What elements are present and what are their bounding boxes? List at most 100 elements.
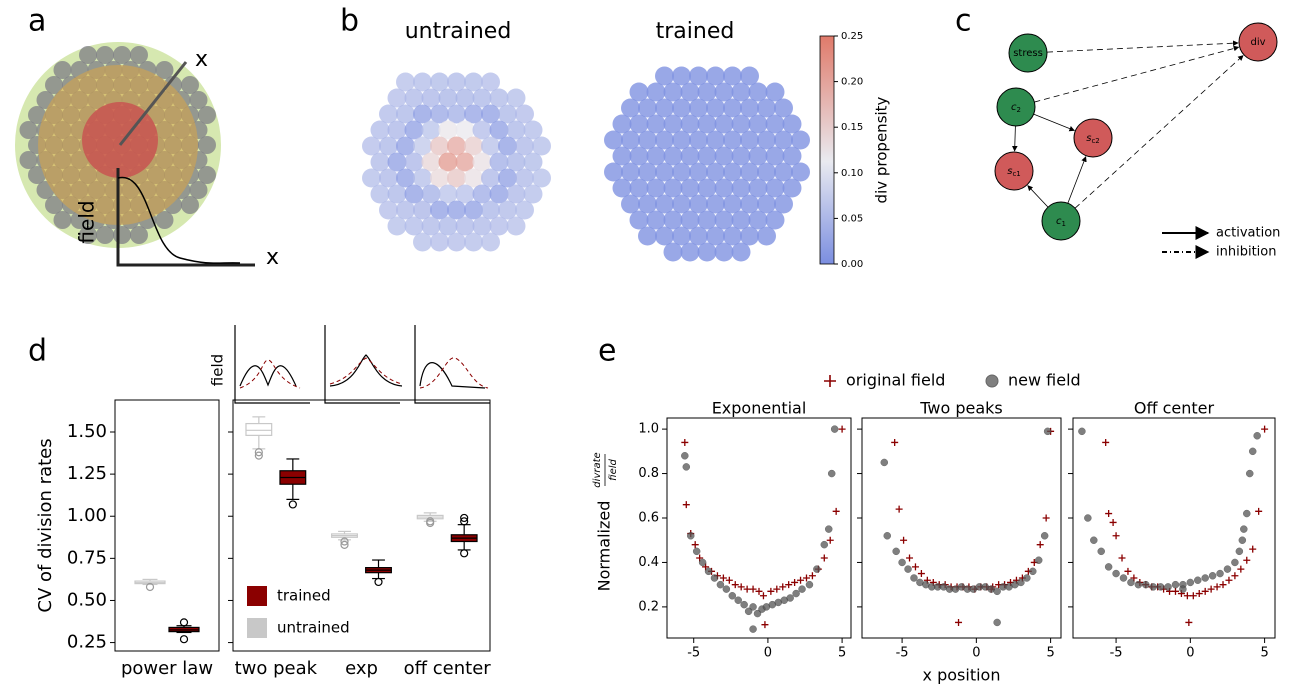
axes-frame [232,399,491,652]
node [1238,22,1278,62]
cell [438,216,458,236]
legend-label: trained [277,587,331,605]
cell [748,146,768,166]
cell [489,216,509,236]
cell [489,184,509,204]
cell [370,120,390,140]
cell [782,178,802,198]
point [1042,514,1050,522]
outlier [340,540,349,549]
x-tick-label: power law [121,658,213,679]
cell [447,104,466,124]
colorbar-tick-label: 0.25 [841,31,863,42]
node-label-main: stress [1013,48,1043,59]
point [728,592,737,600]
cell [672,130,691,150]
cell [523,120,543,140]
cell [413,232,432,252]
cell [774,130,793,150]
point [1185,618,1193,626]
box [245,422,273,436]
node [1073,118,1113,158]
point [1142,580,1150,589]
node-label-sub: 1 [1062,220,1066,228]
point [1201,587,1209,595]
point [1249,545,1257,553]
cell [421,152,441,172]
cell [498,136,517,156]
cell [782,114,802,134]
point [1219,581,1227,589]
cell [791,130,810,150]
cell [430,72,449,92]
cell [413,104,432,124]
x-tick-label: -5 [1110,646,1123,661]
point [1034,556,1043,564]
cell [689,66,708,86]
cell [706,66,725,86]
point [743,585,751,593]
cell [663,242,683,262]
panel-label: e [598,334,616,369]
point [1213,583,1221,591]
cell [723,162,742,182]
cell [672,226,691,246]
cell [404,216,424,236]
outlier [426,517,435,526]
outlier [179,618,189,627]
node-label-main: c [1011,102,1017,113]
point [740,600,748,609]
cell [612,178,632,198]
cell [481,232,500,252]
cell [757,130,776,150]
point [1186,578,1195,587]
outlier [145,582,155,592]
inset-axes [414,325,490,404]
point [1102,438,1110,446]
cell [757,98,776,118]
point [692,547,701,556]
cell [464,200,483,220]
y-axis-label: CV of division rates [35,438,56,612]
point [1040,532,1049,540]
point [1119,574,1128,582]
cell [396,72,415,92]
cell [447,136,466,156]
cell [181,196,199,214]
x-tick-label: two peak [235,658,318,679]
colorbar-label: div propensity [873,96,891,203]
point [1183,592,1191,600]
x-axis-label: x position [923,666,1001,685]
cell [28,106,46,124]
cell [697,114,717,134]
point [900,536,908,544]
point [1023,574,1031,582]
point [1189,592,1197,600]
cell [362,168,381,188]
cell [370,152,390,172]
node-label: sc2 [1086,133,1100,145]
cell [680,114,700,134]
cell [689,162,708,182]
y-label-denominator: field [608,458,619,480]
node-label-main: s [1007,166,1012,177]
cell [189,91,208,109]
cell [629,210,649,230]
point [767,587,775,595]
cell [748,82,768,102]
cell [19,151,38,169]
point [698,558,707,567]
cell [638,162,657,182]
cell [464,232,483,252]
axis-label: x [195,47,208,72]
cell [757,226,776,246]
cell [464,104,483,124]
panel-e: Exponential -5 0 5 0.2 0.4 0.6 0.8 1.0 Normalized… [592,371,1276,685]
cell [438,120,458,140]
cell [740,66,759,86]
cell [430,136,449,156]
cell [481,168,500,188]
point [722,585,731,593]
node [996,87,1036,127]
cell [731,210,751,230]
